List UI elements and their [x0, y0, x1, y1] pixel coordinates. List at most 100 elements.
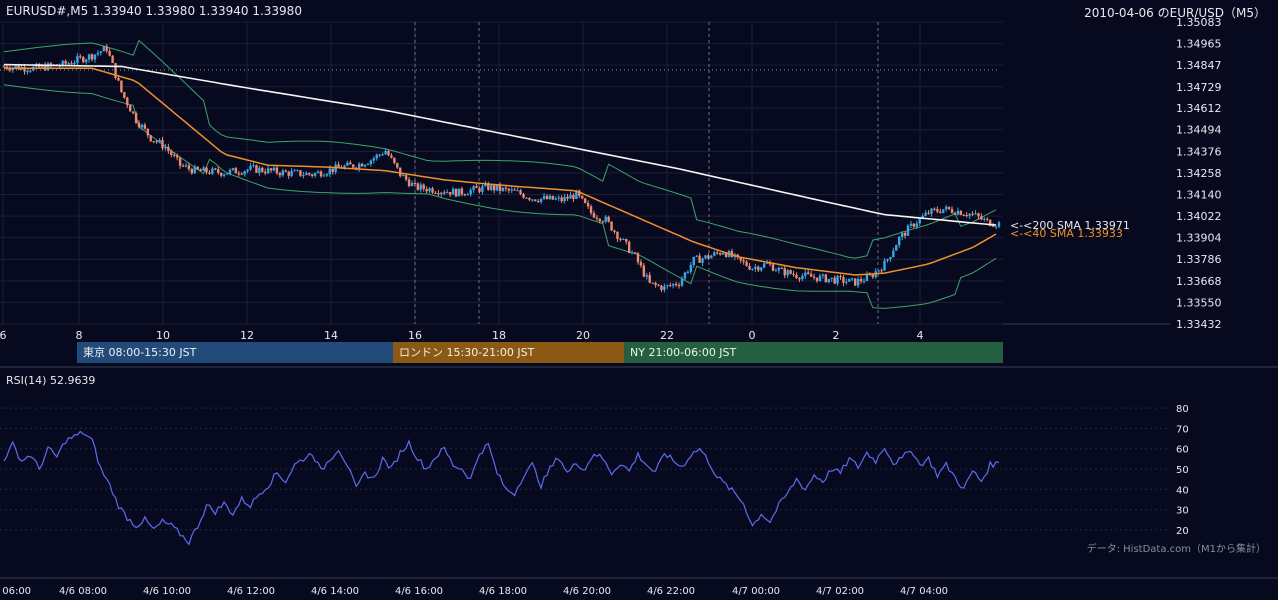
- candle-body: [70, 63, 73, 65]
- candle-body: [431, 188, 434, 193]
- candle-body: [269, 168, 273, 171]
- candle-body: [413, 182, 417, 184]
- candle-body: [90, 54, 94, 60]
- candle-body: [167, 146, 170, 151]
- candle-body: [689, 264, 693, 272]
- rsi-x-tick: 4/6 18:00: [479, 586, 527, 597]
- candle-body: [536, 200, 540, 202]
- candle-body: [264, 171, 267, 174]
- rsi-x-tick: 4/6 12:00: [227, 586, 275, 597]
- candle-body: [980, 216, 983, 220]
- candle-body: [111, 55, 114, 63]
- candle-body: [243, 171, 246, 175]
- price-y-tick: 1.34022: [1176, 210, 1222, 223]
- candle-body: [795, 274, 798, 278]
- candle-body: [255, 165, 258, 173]
- candle-body: [548, 195, 552, 200]
- candle-body: [360, 163, 364, 167]
- candle-body: [742, 260, 745, 262]
- candle-body: [809, 273, 813, 277]
- candle-body: [695, 255, 698, 257]
- candle-body: [501, 187, 505, 191]
- candle-body: [8, 68, 12, 71]
- candle-body: [481, 186, 484, 192]
- candle-body: [84, 59, 88, 63]
- candle-body: [446, 192, 449, 194]
- candle-body: [519, 190, 522, 195]
- candle-body: [818, 275, 822, 282]
- chart-subtitle: 2010-04-06 のEUR/USD（M5）: [1084, 6, 1266, 20]
- candle-body: [105, 46, 108, 52]
- candle-body: [498, 185, 502, 191]
- candle-body: [683, 272, 687, 279]
- candle-body: [275, 167, 279, 174]
- candle-body: [757, 266, 760, 271]
- candle-body: [290, 171, 293, 176]
- candle-body: [880, 270, 883, 272]
- candle-body: [29, 70, 32, 72]
- price-x-tick: 2: [833, 329, 840, 342]
- candle-body: [898, 236, 901, 246]
- candle-body: [372, 158, 376, 161]
- candle-body: [325, 174, 329, 176]
- candle-body: [123, 92, 126, 98]
- candle-body: [472, 186, 475, 190]
- candle-body: [848, 278, 851, 282]
- candle-body: [492, 185, 496, 191]
- candle-body: [281, 170, 285, 176]
- candle-body: [698, 255, 701, 263]
- rsi-y-tick: 80: [1176, 404, 1189, 415]
- candle-body: [724, 253, 728, 257]
- candle-body: [716, 252, 719, 254]
- candle-body: [962, 214, 965, 216]
- candle-body: [190, 168, 194, 174]
- candle-body: [495, 185, 499, 191]
- candle-body: [853, 278, 857, 286]
- candle-body: [272, 167, 276, 171]
- candle-body: [134, 112, 138, 123]
- candle-body: [202, 167, 205, 171]
- price-x-tick: 10: [156, 329, 170, 342]
- sma200-label: <-<200 SMA 1.33971: [1010, 219, 1130, 232]
- candle-body: [762, 263, 766, 268]
- candle-body: [49, 63, 53, 66]
- rsi-title: RSI(14) 52.9639: [6, 374, 96, 387]
- bollinger-bands: [3, 39, 997, 309]
- candle-body: [507, 188, 511, 191]
- candle-body: [956, 210, 960, 215]
- candle-body: [102, 46, 105, 52]
- candle-body: [266, 168, 270, 174]
- candle-body: [630, 252, 634, 254]
- candle-body: [824, 274, 828, 283]
- candle-body: [258, 167, 261, 173]
- candle-body: [563, 196, 566, 202]
- candle-body: [522, 194, 525, 198]
- candle-body: [645, 275, 648, 277]
- sma200-line: [3, 63, 997, 226]
- candle-body: [760, 267, 763, 271]
- candle-body: [211, 168, 214, 174]
- candle-body: [140, 124, 144, 128]
- rsi-x-tick: 4/6 10:00: [143, 586, 191, 597]
- price-y-tick: 1.34140: [1176, 188, 1222, 201]
- candle-body: [619, 238, 622, 240]
- bollinger-lower: [3, 84, 997, 309]
- candle-body: [915, 223, 919, 227]
- candle-body: [581, 195, 584, 199]
- candle-body: [900, 232, 904, 237]
- candle-body: [592, 213, 596, 218]
- candle-body: [572, 194, 575, 199]
- candle-body: [249, 166, 252, 170]
- candle-body: [352, 164, 355, 168]
- candle-body: [287, 171, 290, 176]
- candle-body: [217, 169, 220, 173]
- candle-body: [909, 223, 913, 226]
- candle-body: [225, 173, 229, 175]
- candle-body: [965, 214, 968, 216]
- candle-body: [918, 218, 921, 224]
- price-x-tick: 16: [408, 329, 422, 342]
- rsi-x-tick: 4/6 14:00: [311, 586, 359, 597]
- candle-body: [642, 265, 646, 277]
- candle-body: [261, 167, 264, 172]
